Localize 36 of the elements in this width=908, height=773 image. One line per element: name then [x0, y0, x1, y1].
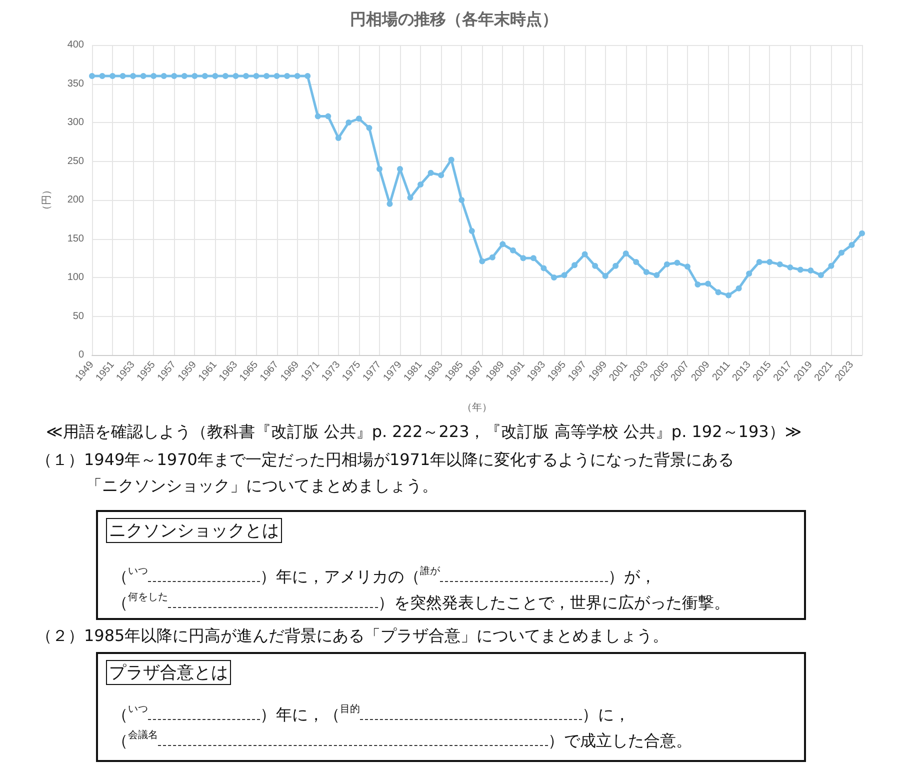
- text: （: [112, 593, 128, 612]
- text: ）を突然発表したことで，世界に広がった衝撃。: [378, 593, 730, 612]
- y-tick-label: 50: [72, 310, 84, 322]
- text: （: [112, 705, 128, 724]
- y-axis-title: （円）: [42, 185, 52, 215]
- text: ）が，: [608, 567, 656, 586]
- y-tick-label: 350: [67, 78, 84, 90]
- y-tick-label: 200: [67, 194, 84, 206]
- text: （１）1949年～1970年まで一定だった円相場が1971年以降に変化するようになった背景にある: [36, 450, 734, 471]
- text: いつ: [128, 566, 148, 577]
- text: ）で成立した合意。: [548, 731, 692, 750]
- y-tick-label: 250: [67, 156, 84, 167]
- text: 目的: [340, 704, 360, 715]
- y-tick-label: 150: [67, 233, 84, 244]
- y-tick-label: 400: [67, 40, 84, 50]
- text: ）年に，アメリカの: [260, 567, 404, 586]
- y-tick-label: 100: [67, 272, 84, 283]
- y-tick-label: 0: [78, 350, 84, 360]
- text: （: [404, 567, 420, 586]
- text: 「ニクソンショック」についてまとめましょう。: [86, 476, 438, 497]
- x-axis-title: （年）: [462, 402, 492, 414]
- text: ≪用語を確認しよう（教科書『改訂版 公共』p. 222～223，『改訂版 高等学校 公共』p. 192～193）≫: [46, 422, 802, 443]
- text: （２）1985年以降に円高が進んだ背景にある「プラザ合意」についてまとめましょう。: [36, 626, 669, 647]
- y-tick-label: 300: [67, 117, 84, 128]
- text: プラザ合意とは: [106, 660, 231, 685]
- chart-title: 円相場の推移（各年末時点）: [350, 10, 558, 28]
- text: 何をした: [128, 592, 168, 603]
- text: 会議名: [128, 730, 158, 741]
- text: 誰が: [420, 566, 440, 577]
- text: ニクソンショックとは: [106, 518, 282, 543]
- text: （: [324, 705, 340, 724]
- text: いつ: [128, 704, 148, 715]
- text: （: [112, 731, 128, 750]
- text: ）年に，: [260, 705, 324, 724]
- text: （: [112, 567, 128, 586]
- text: ）に，: [582, 705, 630, 724]
